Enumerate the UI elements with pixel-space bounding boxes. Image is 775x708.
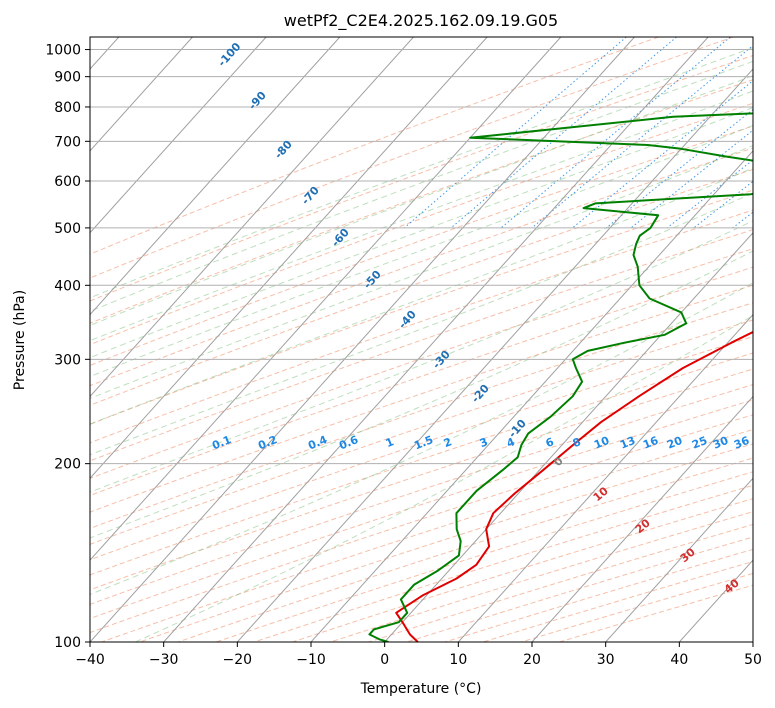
dry-adiabat-line [90,284,753,513]
chart-title: wetPf2_C2E4.2025.162.09.19.G05 [284,11,558,31]
moist-adiabat-line [135,314,753,642]
isotherm-line [310,150,753,642]
y-axis: 100 200 300 400 500 600 700 800 900 1000 [45,43,90,651]
y-axis-label: Pressure (hPa) [12,290,28,390]
y-tick-label: 100 [54,635,81,651]
dry-adiabat-line [90,266,753,497]
x-axis-label: Temperature (°C) [360,681,482,697]
y-tick-label: 700 [54,134,81,150]
mixing-ratio-label: 10 [592,434,611,452]
y-tick-label: 600 [54,174,81,190]
mixing-ratio-line [403,37,627,229]
mixing-ratio-label: 20 [665,434,684,452]
moist-adiabat-line [90,124,753,378]
mixing-ratio-label: 16 [641,434,660,452]
isotherm-line [605,477,753,642]
x-tick-label: 20 [523,652,541,668]
moist-adiabat-line [90,144,753,399]
mixing-ratio-line [531,44,753,229]
x-axis: −40 −30 −20 −10 0 10 20 30 40 50 [75,642,762,668]
moist-adiabat-line [90,60,753,312]
mixing-ratio-label: 13 [618,434,637,452]
mixing-ratio-label: 25 [690,434,709,452]
x-tick-label: 0 [380,652,389,668]
mixing-ratio-line [630,129,753,229]
plot-frame [89,36,754,643]
y-tick-label: 800 [54,100,81,116]
x-tick-label: −30 [149,652,179,668]
x-tick-label: −10 [296,652,326,668]
x-tick-label: −20 [223,652,253,668]
mixing-ratio-label: 36 [732,434,751,452]
series-layer [368,112,753,642]
mixing-ratio-label: 30 [711,434,730,452]
background-lines [90,37,753,642]
dry-adiabat-line [90,302,753,529]
x-tick-label: 50 [744,652,762,668]
dry-adiabat-line [90,79,753,324]
y-tick-label: 500 [54,221,81,237]
y-tick-label: 300 [54,352,81,368]
isotherm-line [90,37,267,234]
mixing-ratio-line [500,37,731,229]
isotherm-line [90,37,414,398]
dry-adiabat-line [90,125,753,367]
mixing-ratio-line [605,108,753,229]
x-tick-label: −40 [75,652,105,668]
mixing-ratio-label: 2 [442,435,454,450]
isotherm-line [163,37,709,642]
x-tick-label: 10 [449,652,467,668]
moist-adiabat-line [90,250,753,539]
moist-adiabat-line [90,47,753,299]
isotherm-line [90,37,193,152]
y-tick-label: 1000 [45,43,81,59]
dry-adiabat-line [90,319,753,545]
moist-adiabat-line [90,282,753,595]
dewpoint-profile-line [368,112,753,642]
temperature-profile-line [395,330,753,642]
moist-adiabat-line [90,192,753,456]
isotherm-line [90,37,635,642]
y-tick-label: 200 [54,457,81,473]
x-tick-label: 40 [670,652,688,668]
x-tick-label: 30 [597,652,615,668]
isotherm-line [90,37,488,480]
dry-adiabat-line [90,229,753,462]
y-tick-label: 900 [54,70,81,86]
mixing-ratio-label: 1 [384,435,396,450]
isotherm-line [384,231,753,642]
mixing-ratio-label: 8 [571,435,583,450]
moist-adiabat-line [90,106,753,359]
isotherm-line [90,37,341,316]
isotherm-line [531,395,753,642]
mixing-ratio-line [693,180,753,229]
moist-adiabat-line [90,167,753,425]
y-tick-label: 400 [54,278,81,294]
dry-adiabat-line [90,168,753,406]
isotherm-line [236,68,753,642]
dry-adiabat-line [90,37,659,255]
mixing-ratio-label: 3 [478,435,490,450]
dry-adiabat-line [90,54,753,302]
isotherm-line [457,313,753,642]
dry-adiabat-line [90,209,753,444]
